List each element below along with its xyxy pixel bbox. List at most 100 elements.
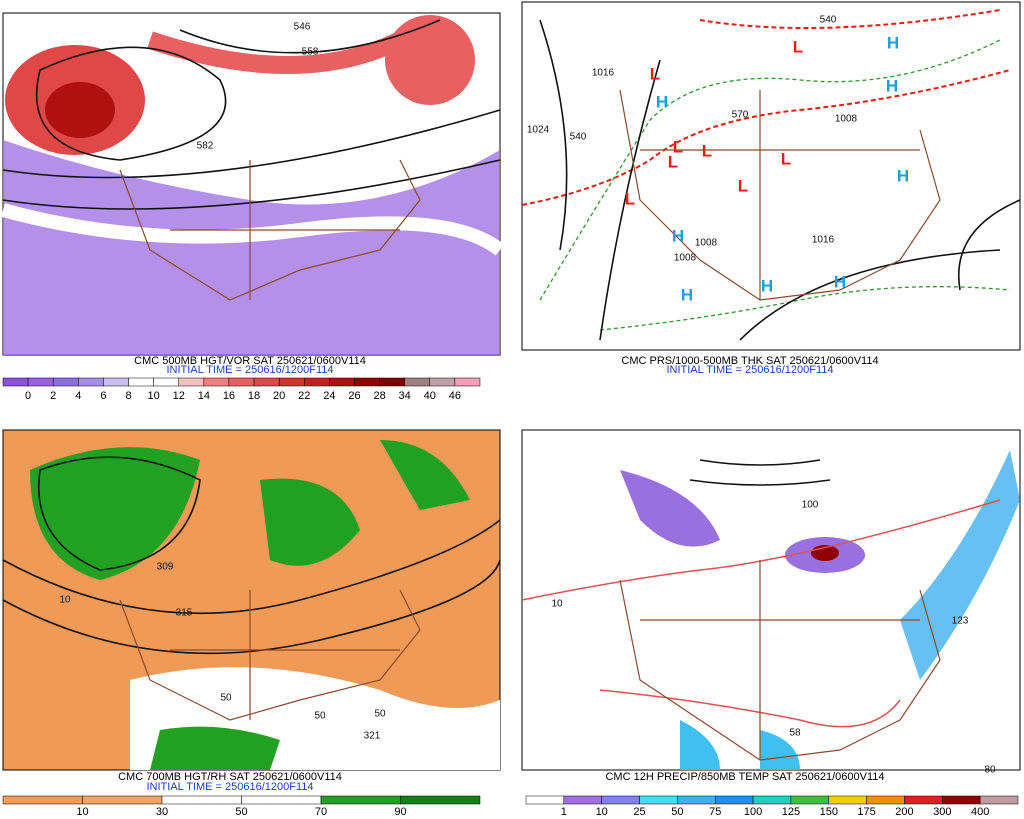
isobar xyxy=(689,459,831,486)
precip-area xyxy=(620,470,720,547)
contour-label: 570 xyxy=(732,110,749,121)
contour-label: 540 xyxy=(820,15,837,26)
low-marker: L xyxy=(781,149,791,168)
low-marker: L xyxy=(668,152,678,171)
contour-label: 10 xyxy=(59,595,71,606)
contour-label: 1008 xyxy=(674,253,697,264)
contour-label: 1016 xyxy=(812,235,835,246)
contour-label: 10 xyxy=(551,599,563,610)
colorbar-label: 6 xyxy=(100,390,106,402)
colorbar-swatch xyxy=(153,377,179,387)
colorbar-swatch xyxy=(601,795,640,805)
low-marker: L xyxy=(625,189,635,208)
colorbar-label: 30 xyxy=(156,806,168,818)
colorbar-swatch xyxy=(178,377,205,387)
precip-area xyxy=(900,450,1020,680)
vorticity-band xyxy=(147,31,405,74)
temp-contour xyxy=(599,689,901,728)
colorbar-swatch xyxy=(404,377,431,387)
high-marker: H xyxy=(656,92,668,111)
colorbar-swatch xyxy=(278,377,305,387)
contour-label: 582 xyxy=(197,141,214,152)
high-marker: H xyxy=(672,226,684,245)
isobar xyxy=(958,199,1021,291)
contour xyxy=(38,456,201,571)
contour-label: 58 xyxy=(789,728,801,739)
high-marker: H xyxy=(886,76,898,95)
colorbar-swatch xyxy=(2,377,29,387)
low-marker: L xyxy=(650,64,660,83)
colorbar-swatch xyxy=(379,377,405,387)
colorbar-swatch xyxy=(677,795,716,805)
colorbar-swatch xyxy=(2,795,83,805)
colorbar-label: 90 xyxy=(394,806,406,818)
colorbar-label: 24 xyxy=(323,390,335,402)
high-marker: H xyxy=(681,285,693,304)
colorbar-swatch xyxy=(904,795,943,805)
colorbar-label: 70 xyxy=(315,806,327,818)
colorbar-swatch xyxy=(78,377,104,387)
colorbar-label: 50 xyxy=(235,806,247,818)
initial-time: INITIAL TIME = 250616/1200F114 xyxy=(166,364,333,376)
contour-label: 50 xyxy=(314,711,326,722)
colorbar-label: 28 xyxy=(373,390,385,402)
borders xyxy=(619,89,941,301)
caption: CMC 12H PRECIP/850MB TEMP SAT 250621/060… xyxy=(605,771,884,783)
colorbar-label: 34 xyxy=(399,390,411,402)
low-marker: L xyxy=(702,141,712,160)
temp-contour xyxy=(521,499,1001,601)
panel-thickness xyxy=(521,1,1021,351)
vorticity-max xyxy=(385,15,475,105)
colorbar-swatch xyxy=(82,795,163,805)
colorbar-swatch xyxy=(128,377,154,387)
high-marker: H xyxy=(834,272,846,291)
colorbar-label: 10 xyxy=(76,806,88,818)
colorbar-swatch xyxy=(400,795,481,805)
colorbar-swatch xyxy=(304,377,330,387)
moist-area xyxy=(260,478,360,566)
moist-area xyxy=(30,447,200,580)
colorbar-swatch xyxy=(979,795,1019,805)
high-marker: H xyxy=(887,33,899,52)
colorbar-label: 75 xyxy=(709,806,721,818)
colorbar-swatch xyxy=(161,795,242,805)
colorbar-swatch xyxy=(320,795,401,805)
colorbar-label: 150 xyxy=(820,806,838,818)
colorbar-swatch xyxy=(454,377,481,387)
borders xyxy=(119,159,421,301)
vorticity-area xyxy=(3,140,500,355)
colorbar-swatch xyxy=(241,795,322,805)
colorbar-label: 100 xyxy=(744,806,762,818)
thickness xyxy=(699,9,1001,29)
contour-label: 1024 xyxy=(527,125,550,136)
colorbar-label: 4 xyxy=(75,390,81,402)
low-marker: L xyxy=(793,37,803,56)
caption: CMC PRS/1000-500MB THK SAT 250621/0600V1… xyxy=(621,355,878,367)
high-marker: H xyxy=(761,276,773,295)
colorbar-swatch xyxy=(203,377,230,387)
vorticity-max xyxy=(45,82,115,138)
thickness-540 xyxy=(521,69,1011,206)
borders xyxy=(619,560,941,761)
colorbar-label: 200 xyxy=(895,806,913,818)
contour xyxy=(2,109,501,179)
contour-label: 558 xyxy=(302,47,319,58)
caption: CMC 500MB HGT/VOR SAT 250621/0600V114 xyxy=(134,355,366,367)
colorbar-label: 22 xyxy=(298,390,310,402)
contour xyxy=(2,159,501,210)
contour-label: 100 xyxy=(802,500,819,511)
contour-label: 546 xyxy=(294,22,311,33)
initial-time: INITIAL TIME = 250616/1200F114 xyxy=(146,781,313,793)
moist-area xyxy=(150,726,280,770)
colorbar-swatch xyxy=(752,795,792,805)
panel-500mb xyxy=(1,12,505,356)
contour xyxy=(2,559,501,655)
colorbar-label: 25 xyxy=(633,806,645,818)
colorbar-label: 300 xyxy=(933,806,951,818)
thickness xyxy=(599,286,1011,331)
panel-precip xyxy=(521,429,1021,771)
contour-label: 123 xyxy=(952,616,969,627)
colorbar-swatch xyxy=(790,795,830,805)
colorbar-label: 1 xyxy=(561,806,567,818)
